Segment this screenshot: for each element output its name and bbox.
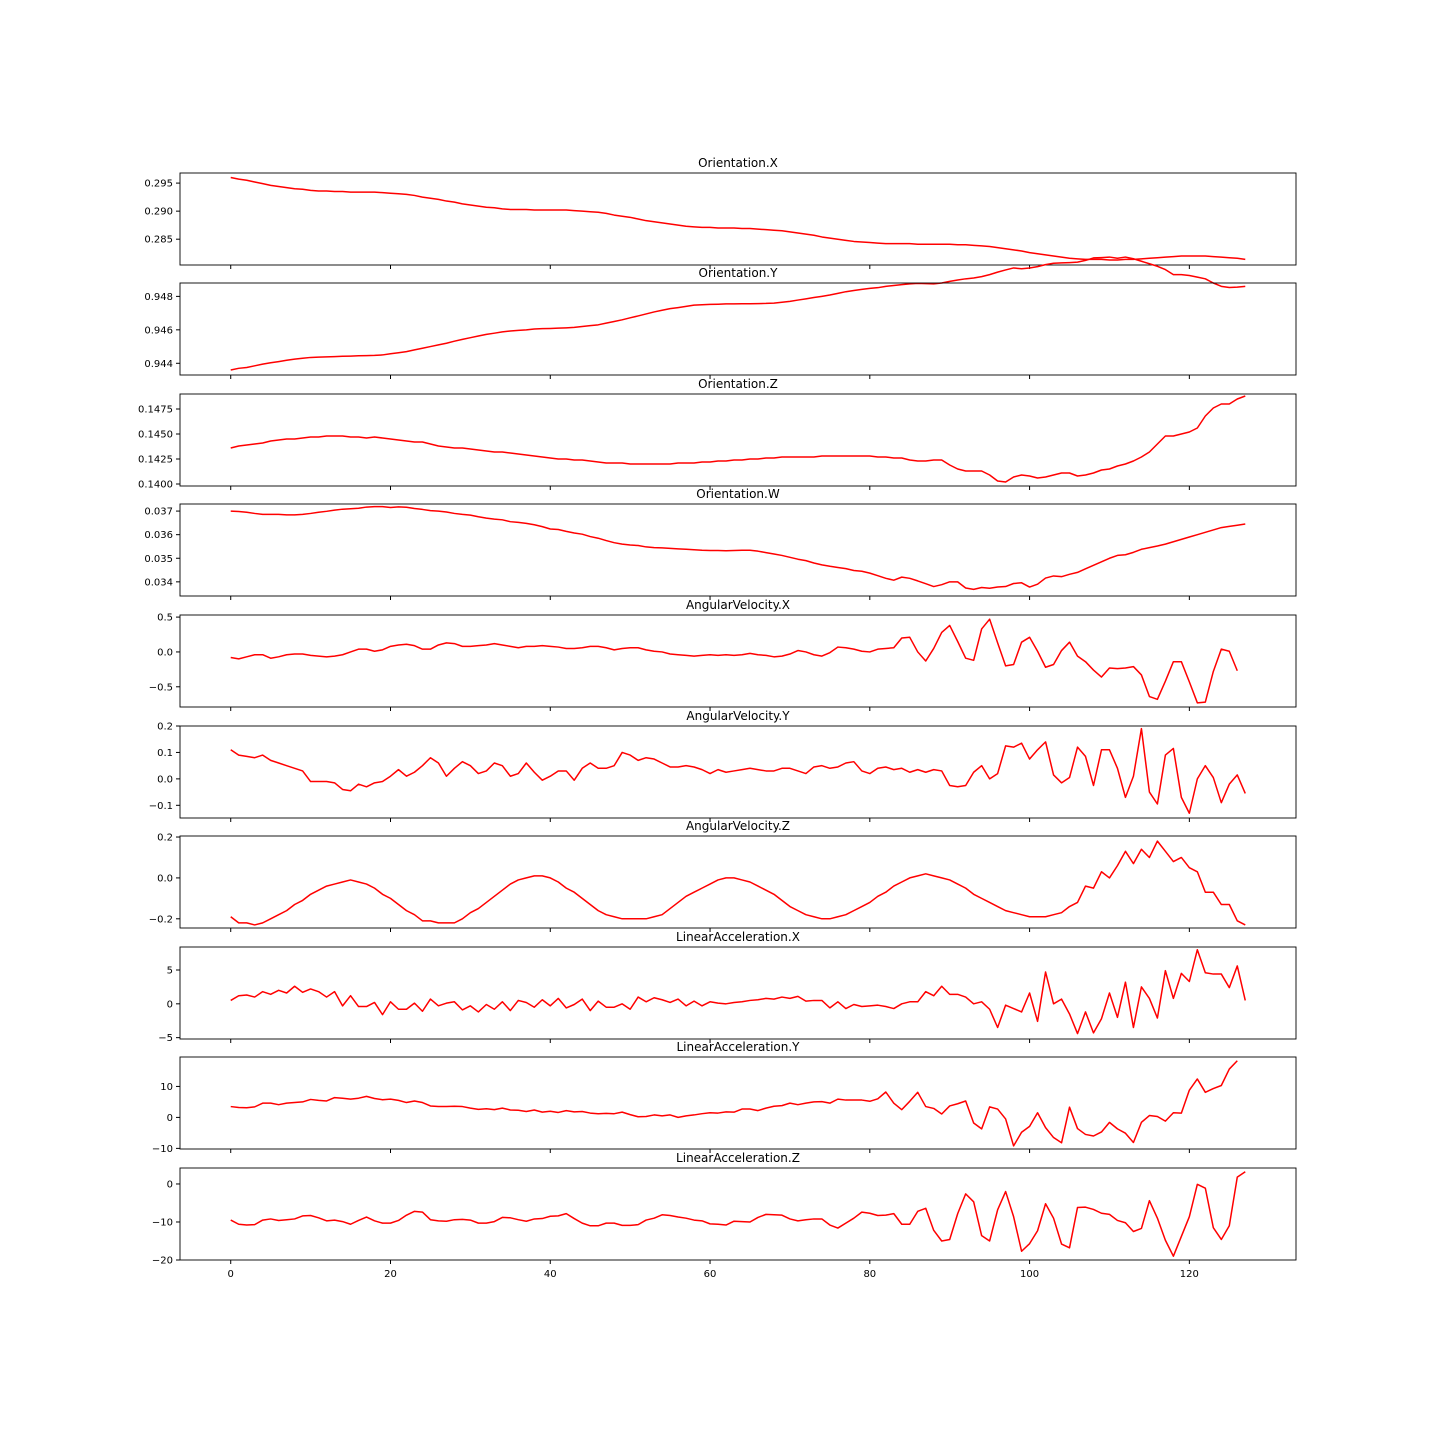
axes-frame [179,725,1297,819]
subplot-9: LinearAcceleration.Y −10 0 10 [152,1040,1297,1155]
series-line [230,948,1247,1035]
y-tick-label: 0 [167,1113,173,1124]
subplot-title: LinearAcceleration.Y [676,1040,800,1054]
x-tick-label: 20 [384,1269,397,1280]
y-tick-label: 0.036 [144,530,173,541]
y-tick-label: 0.0 [157,873,173,884]
series-line [230,505,1246,591]
subplot-10: LinearAcceleration.Z −20 −10 0 0 20 40 60 80 100 1… [152,1151,1297,1280]
series-line [230,1060,1238,1147]
subplot-title: Orientation.W [696,487,780,501]
y-tick-label: 0.1 [157,748,173,759]
y-tick-label: 0.2 [157,833,173,844]
y-tick-label: −0.5 [149,682,173,693]
y-tick-label: 0.035 [144,554,173,565]
subplot-7: AngularVelocity.Z −0.2 0.0 0.2 [149,819,1297,932]
y-tick-label: −10 [152,1217,173,1228]
y-tick-label: −0.1 [149,801,173,812]
y-tick-label: 0.037 [144,507,173,518]
series-line [230,840,1246,926]
x-tick-label: 40 [544,1269,557,1280]
y-tick-label: 0.295 [144,179,173,190]
y-tick-label: 0.1450 [138,430,173,441]
axes-frame [179,1056,1297,1150]
axes-frame [179,946,1297,1040]
y-tick-label: 0.285 [144,235,173,246]
x-tick-label: 120 [1180,1269,1199,1280]
y-tick-label: 10 [160,1082,173,1093]
subplot-stack: Orientation.X0.2850.2900.295Orientation.… [138,156,1297,1280]
y-tick-label: 0 [167,1179,173,1190]
y-tick-label: −20 [152,1256,173,1267]
subplot-3: Orientation.Z 0.1400 0.1425 0.1450 0.1475 [138,377,1297,491]
y-tick-label: 0.1425 [138,455,173,466]
subplot-4: Orientation.W 0.034 0.035 0.036 0.037 [144,487,1297,600]
axes-frame [179,503,1297,597]
y-tick-label: 5 [167,966,173,977]
axes-frame [179,393,1297,487]
y-tick-label: 0.034 [144,577,173,588]
subplot-5: AngularVelocity.X −0.5 0.0 0.5 [149,598,1297,711]
series-line [230,727,1246,814]
series-line [230,176,1246,261]
y-tick-label: 0.0 [157,647,173,658]
axes-frame [179,1167,1297,1261]
series-line [230,395,1246,483]
subplot-title: LinearAcceleration.Z [676,1151,800,1165]
y-tick-label: 0 [167,999,173,1010]
series-line [230,618,1238,704]
y-tick-label: 0.0 [157,774,173,785]
y-tick-label: −5 [158,1033,173,1044]
subplot-title: AngularVelocity.Y [686,709,790,723]
y-tick-label: 0.946 [144,325,173,336]
y-tick-label: −10 [152,1144,173,1155]
y-tick-label: 0.1475 [138,405,173,416]
axes-frame [179,835,1297,929]
subplot-1: Orientation.X 0.285 0.290 0.295 [144,156,1297,269]
subplot-title: Orientation.Z [698,377,778,391]
subplot-title: AngularVelocity.X [686,598,790,612]
x-tick-label: 80 [863,1269,876,1280]
y-tick-label: 0.1400 [138,480,173,491]
y-tick-label: −0.2 [149,914,173,925]
subplot-8: LinearAcceleration.X −5 0 5 [158,930,1297,1044]
axes-frame [179,614,1297,708]
subplot-2: Orientation.Y 0.944 0.946 0.948 [144,256,1297,379]
series-line [230,256,1246,371]
x-tick-label: 100 [1020,1269,1039,1280]
y-tick-label: 0.944 [144,359,173,370]
subplot-title: AngularVelocity.Z [686,819,790,833]
subplot-6: AngularVelocity.Y −0.1 0.0 0.1 0.2 [149,709,1297,822]
subplot-title: LinearAcceleration.X [676,930,800,944]
y-tick-label: 0.948 [144,292,173,303]
x-tick-label: 60 [704,1269,717,1280]
subplot-title: Orientation.Y [699,266,779,280]
x-tick-label: 0 [228,1269,234,1280]
axes-frame [179,282,1297,376]
y-tick-label: 0.5 [157,613,173,624]
series-line [230,1171,1246,1257]
y-tick-label: 0.2 [157,722,173,733]
subplot-title: Orientation.X [698,156,778,170]
y-tick-label: 0.290 [144,207,173,218]
axes-frame [179,172,1297,266]
